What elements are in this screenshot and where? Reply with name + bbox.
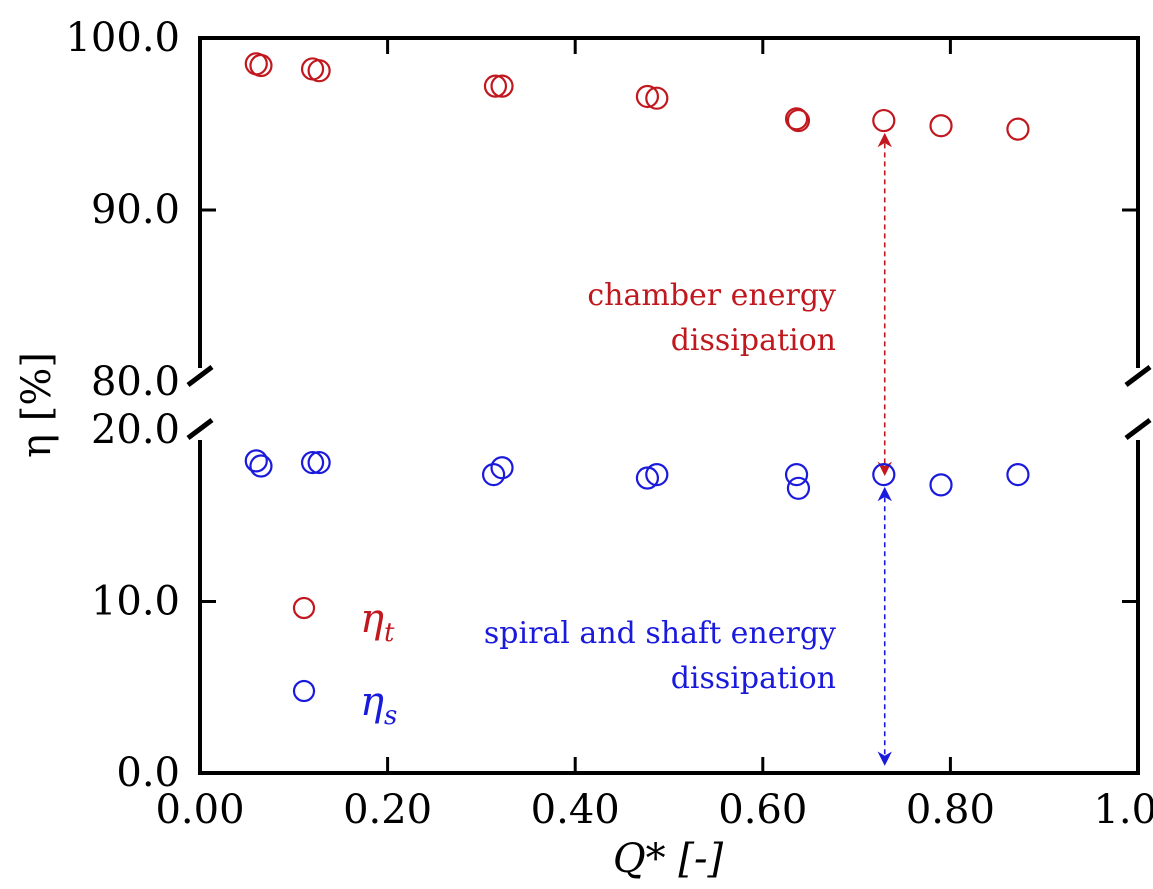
annotation-chamber-line2: dissipation (671, 323, 836, 358)
legend-label-tangential-main: η (360, 596, 384, 642)
y-tick-label: 80.0 (91, 359, 180, 405)
data-point-tangential (307, 59, 331, 83)
legend: ηt ηs (292, 596, 397, 731)
data-point-tangential (1006, 117, 1030, 141)
y-tick-label: 90.0 (91, 187, 180, 233)
axis-break-mark-left-upper (186, 365, 214, 387)
x-tick-label: 0.00 (155, 787, 244, 833)
data-point-spiral (635, 466, 660, 490)
data-point-spiral (481, 462, 506, 487)
x-tick-label: 0.20 (343, 787, 432, 833)
data-point-tangential (872, 108, 896, 133)
axis-break-mark-left-lower (186, 418, 214, 440)
data-point-spiral (300, 450, 325, 475)
legend-label-spiral-main: η (360, 679, 384, 725)
x-tick-label: 0.40 (531, 787, 620, 833)
data-point-spiral (490, 456, 514, 480)
ticks: 0.00 0.20 0.40 0.60 0.80 1.00 100.0 90.0 80.020.… (65, 15, 1153, 833)
legend-label-tangential: ηt (360, 596, 395, 648)
data-point-tangential (786, 108, 811, 133)
data-point-tangential (483, 74, 508, 98)
data-point-tangential (645, 86, 669, 110)
x-tick-label: 0.60 (718, 787, 807, 833)
axis-break-mark-right-lower (1124, 418, 1152, 440)
data-point-spiral (1006, 462, 1030, 487)
y-tick-label: 20.0 (91, 407, 180, 453)
data-point-spiral (929, 473, 953, 497)
y-axis-label: η [%] (14, 352, 60, 458)
legend-label-tangential-sub: t (384, 618, 395, 648)
axes (186, 36, 1152, 775)
data-point-spiral (872, 462, 896, 487)
data-point-tangential (490, 74, 514, 98)
data-point-tangential (784, 107, 809, 131)
data-point-spiral (786, 476, 811, 500)
data-point-tangential (929, 114, 953, 138)
data-point-spiral (784, 462, 809, 487)
data-point-spiral (249, 454, 273, 478)
data-point-spiral (645, 462, 669, 487)
legend-marker-tangential (292, 596, 316, 620)
data-point-spiral (244, 449, 268, 473)
annotation-chamber-line1: chamber energy (587, 278, 836, 313)
x-tick-label: 1.00 (1093, 787, 1153, 833)
data-point-tangential (249, 53, 273, 78)
data-point-spiral (307, 450, 331, 475)
y-tick-label: 10.0 (91, 579, 180, 625)
legend-label-spiral: ηs (360, 679, 397, 731)
x-axis-label: Q* [-] (613, 836, 724, 882)
y-tick-label: 0.0 (116, 750, 180, 796)
data-marks (244, 52, 1030, 500)
legend-marker-spiral (292, 679, 316, 703)
data-point-tangential (635, 84, 660, 109)
legend-label-spiral-sub: s (384, 701, 397, 731)
annotation-spiral-line2: dissipation (671, 661, 836, 696)
annotation-spiral-line1: spiral and shaft energy (484, 616, 836, 651)
axis-break-mark-right-upper (1124, 365, 1152, 387)
x-tick-label: 0.80 (906, 787, 995, 833)
y-tick-label: 100.0 (65, 15, 180, 61)
